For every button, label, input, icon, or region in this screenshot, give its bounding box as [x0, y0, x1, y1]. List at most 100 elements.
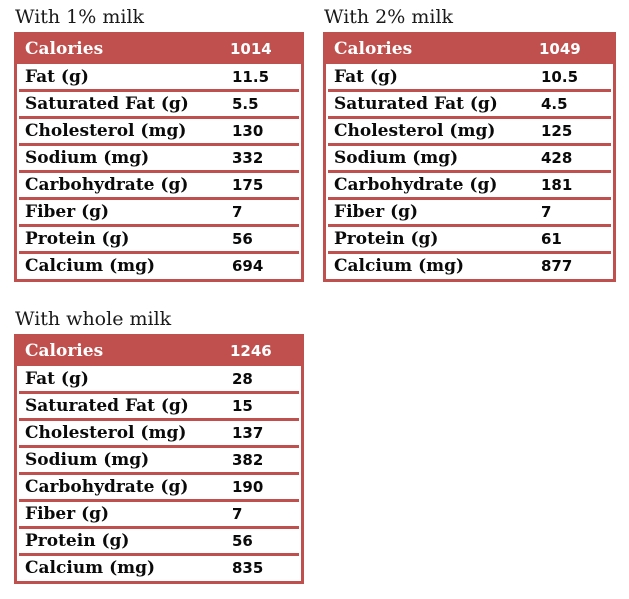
- row-value: 125: [541, 122, 573, 140]
- table-body: Fat (g) 10.5 Saturated Fat (g) 4.5 Cholest…: [326, 64, 613, 279]
- table-row: Sodium (mg) 332: [19, 147, 299, 169]
- row-divider: [19, 391, 299, 394]
- table-row: Fat (g) 11.5: [19, 66, 299, 88]
- header-value: 1049: [539, 40, 581, 58]
- table-row: Fiber (g) 7: [19, 503, 299, 525]
- row-label: Protein (g): [334, 229, 439, 249]
- row-label: Sodium (mg): [25, 450, 150, 470]
- row-label: Sodium (mg): [334, 148, 459, 168]
- table-row: Fiber (g) 7: [328, 201, 611, 223]
- row-divider: [328, 170, 611, 173]
- table-row: Cholesterol (mg) 125: [328, 120, 611, 142]
- header-value: 1014: [230, 40, 272, 58]
- table-title: With whole milk: [15, 308, 172, 330]
- row-divider: [19, 472, 299, 475]
- nutrition-block-whole-milk: With whole milk Calories 1246 Fat (g) 28 …: [14, 307, 304, 584]
- row-value: 15: [232, 397, 253, 415]
- row-divider: [19, 116, 299, 119]
- row-divider: [19, 553, 299, 556]
- row-value: 56: [232, 532, 253, 550]
- row-value: 877: [541, 257, 573, 275]
- table-row: Cholesterol (mg) 130: [19, 120, 299, 142]
- row-value: 382: [232, 451, 264, 469]
- row-label: Saturated Fat (g): [25, 94, 189, 114]
- table-row: Carbohydrate (g) 181: [328, 174, 611, 196]
- row-value: 28: [232, 370, 253, 388]
- table-row: Protein (g) 56: [19, 530, 299, 552]
- row-label: Cholesterol (mg): [334, 121, 496, 141]
- row-value: 428: [541, 149, 573, 167]
- table-title: With 2% milk: [324, 6, 454, 28]
- header-label: Calories: [25, 341, 104, 361]
- row-label: Protein (g): [25, 229, 130, 249]
- table-body: Fat (g) 11.5 Saturated Fat (g) 5.5 Cholest…: [17, 64, 301, 279]
- nutrition-block-1pct-milk: With 1% milk Calories 1014 Fat (g) 11.5 S…: [14, 5, 304, 282]
- row-value: 175: [232, 176, 264, 194]
- table-row: Calcium (mg) 694: [19, 255, 299, 277]
- table-title: With 1% milk: [15, 6, 145, 28]
- row-divider: [19, 251, 299, 254]
- row-value: 190: [232, 478, 264, 496]
- table-row: Cholesterol (mg) 137: [19, 422, 299, 444]
- row-value: 694: [232, 257, 264, 275]
- row-divider: [328, 89, 611, 92]
- row-label: Calcium (mg): [334, 256, 465, 276]
- row-label: Carbohydrate (g): [25, 477, 189, 497]
- table-body: Fat (g) 28 Saturated Fat (g) 15 Cholestero…: [17, 366, 301, 581]
- row-value: 7: [232, 505, 243, 523]
- row-label: Carbohydrate (g): [25, 175, 189, 195]
- table-row: Sodium (mg) 382: [19, 449, 299, 471]
- row-divider: [328, 197, 611, 200]
- row-divider: [328, 143, 611, 146]
- nutrition-table: Calories 1246 Fat (g) 28 Saturated Fat (g…: [14, 334, 304, 584]
- table-row: Fiber (g) 7: [19, 201, 299, 223]
- row-divider: [19, 170, 299, 173]
- row-value: 7: [541, 203, 552, 221]
- table-row: Saturated Fat (g) 4.5: [328, 93, 611, 115]
- table-row: Protein (g) 56: [19, 228, 299, 250]
- row-value: 5.5: [232, 95, 259, 113]
- nutrition-table: Calories 1014 Fat (g) 11.5 Saturated Fat …: [14, 32, 304, 282]
- row-label: Cholesterol (mg): [25, 423, 187, 443]
- row-value: 332: [232, 149, 264, 167]
- row-value: 61: [541, 230, 562, 248]
- row-value: 137: [232, 424, 264, 442]
- row-label: Cholesterol (mg): [25, 121, 187, 141]
- nutrition-table: Calories 1049 Fat (g) 10.5 Saturated Fat …: [323, 32, 616, 282]
- row-value: 4.5: [541, 95, 568, 113]
- row-label: Fat (g): [334, 67, 398, 87]
- row-label: Carbohydrate (g): [334, 175, 498, 195]
- row-divider: [19, 143, 299, 146]
- row-label: Calcium (mg): [25, 558, 156, 578]
- row-label: Saturated Fat (g): [334, 94, 498, 114]
- row-divider: [19, 445, 299, 448]
- row-divider: [328, 224, 611, 227]
- row-label: Fiber (g): [25, 202, 110, 222]
- row-divider: [328, 116, 611, 119]
- row-label: Saturated Fat (g): [25, 396, 189, 416]
- header-row: Calories 1049: [326, 35, 613, 64]
- row-value: 56: [232, 230, 253, 248]
- row-divider: [19, 418, 299, 421]
- row-label: Fat (g): [25, 67, 89, 87]
- table-row: Protein (g) 61: [328, 228, 611, 250]
- row-value: 7: [232, 203, 243, 221]
- table-row: Saturated Fat (g) 5.5: [19, 93, 299, 115]
- row-divider: [19, 197, 299, 200]
- row-label: Protein (g): [25, 531, 130, 551]
- header-label: Calories: [334, 39, 413, 59]
- row-label: Calcium (mg): [25, 256, 156, 276]
- row-label: Fiber (g): [25, 504, 110, 524]
- header-row: Calories 1246: [17, 337, 301, 366]
- table-row: Saturated Fat (g) 15: [19, 395, 299, 417]
- row-label: Fat (g): [25, 369, 89, 389]
- row-divider: [19, 526, 299, 529]
- table-row: Fat (g) 28: [19, 368, 299, 390]
- table-row: Carbohydrate (g) 190: [19, 476, 299, 498]
- row-label: Fiber (g): [334, 202, 419, 222]
- row-value: 181: [541, 176, 573, 194]
- table-row: Calcium (mg) 877: [328, 255, 611, 277]
- table-row: Calcium (mg) 835: [19, 557, 299, 579]
- row-label: Sodium (mg): [25, 148, 150, 168]
